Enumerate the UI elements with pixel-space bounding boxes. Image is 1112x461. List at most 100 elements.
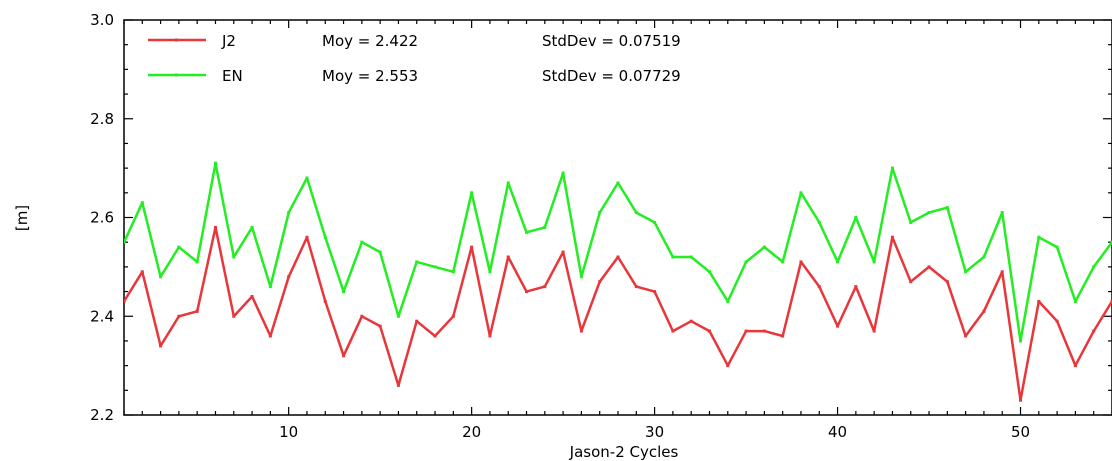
y-tick-label: 2.4 (90, 307, 114, 325)
data-point-en (1055, 245, 1059, 249)
data-point-j2 (488, 334, 492, 338)
data-point-j2 (543, 285, 547, 289)
data-point-en (598, 211, 602, 215)
y-axis-label: [m] (13, 205, 31, 231)
data-point-j2 (177, 314, 181, 318)
data-point-en (488, 270, 492, 274)
data-point-en (909, 220, 913, 224)
data-point-j2 (1055, 319, 1059, 323)
data-point-en (762, 245, 766, 249)
data-point-j2 (872, 329, 876, 333)
data-point-en (872, 260, 876, 264)
data-point-en (927, 211, 931, 215)
data-point-en (1000, 211, 1004, 215)
data-point-j2 (836, 324, 840, 328)
data-point-j2 (124, 299, 126, 303)
data-point-j2 (525, 290, 529, 294)
y-tick-label: 2.6 (90, 209, 114, 227)
data-point-j2 (561, 250, 565, 254)
data-point-en (195, 260, 199, 264)
x-tick-label: 30 (645, 423, 664, 441)
data-point-j2 (964, 334, 968, 338)
series-en (124, 161, 1112, 343)
data-point-en (1037, 235, 1041, 239)
data-point-j2 (396, 383, 400, 387)
series-layer (124, 161, 1112, 402)
data-point-en (817, 220, 821, 224)
x-tick-label: 20 (462, 423, 481, 441)
series-line-j2 (124, 226, 1112, 402)
data-point-j2 (360, 314, 364, 318)
legend-marker-j2 (175, 38, 178, 42)
data-point-j2 (470, 245, 474, 249)
series-line-en (124, 161, 1112, 343)
data-point-j2 (433, 334, 437, 338)
data-point-en (579, 275, 583, 279)
x-tick-label: 50 (1011, 423, 1030, 441)
data-point-j2 (140, 270, 144, 274)
data-point-en (836, 260, 840, 264)
data-point-en (124, 240, 126, 244)
data-point-en (653, 220, 657, 224)
data-point-en (506, 181, 510, 185)
data-point-en (799, 191, 803, 195)
data-point-j2 (1073, 364, 1077, 368)
data-point-j2 (159, 344, 163, 348)
data-point-en (634, 211, 638, 215)
data-point-j2 (762, 329, 766, 333)
data-point-j2 (634, 285, 638, 289)
series-j2 (124, 225, 1112, 402)
data-point-en (1092, 265, 1096, 269)
legend-entry-en: EN Moy = 2.553 StdDev = 0.07729 (148, 67, 681, 85)
data-point-en (305, 176, 309, 180)
data-point-j2 (817, 285, 821, 289)
data-point-j2 (268, 334, 272, 338)
y-tick-label: 2.2 (90, 406, 114, 424)
x-tick-label: 40 (828, 423, 847, 441)
legend-std-en: StdDev = 0.07729 (542, 67, 681, 85)
data-point-en (415, 260, 419, 264)
data-point-en (945, 206, 949, 210)
data-point-en (781, 260, 785, 264)
data-point-en (854, 216, 858, 219)
data-point-j2 (1092, 329, 1096, 333)
data-point-en (433, 265, 437, 269)
data-point-j2 (250, 295, 254, 298)
data-point-j2 (854, 285, 858, 289)
x-axis-label: Jason-2 Cycles (569, 443, 679, 461)
legend-entry-j2: J2 Moy = 2.422 StdDev = 0.07519 (148, 32, 681, 50)
legend-label-en: EN (222, 67, 243, 85)
data-point-en (342, 290, 346, 294)
data-point-j2 (1000, 270, 1004, 274)
data-point-en (726, 299, 730, 303)
data-point-j2 (799, 260, 803, 264)
legend-mean-j2: Moy = 2.422 (322, 32, 418, 50)
data-point-j2 (287, 275, 291, 279)
data-point-en (964, 270, 968, 274)
data-point-en (982, 255, 986, 259)
legend-label-j2: J2 (221, 32, 236, 50)
data-point-en (159, 275, 163, 279)
data-point-j2 (342, 354, 346, 358)
data-point-j2 (781, 334, 785, 338)
data-point-en (671, 255, 675, 259)
data-point-en (525, 230, 529, 234)
legend-std-j2: StdDev = 0.07519 (542, 32, 681, 50)
data-point-en (707, 270, 711, 274)
data-point-j2 (195, 309, 199, 313)
data-point-j2 (1110, 299, 1112, 303)
data-point-en (744, 260, 748, 264)
data-point-en (451, 270, 455, 274)
data-point-en (1073, 299, 1077, 303)
data-point-j2 (598, 280, 602, 284)
data-point-en (287, 211, 291, 215)
data-point-en (616, 181, 620, 185)
data-point-j2 (653, 290, 657, 294)
data-point-j2 (927, 265, 931, 269)
data-point-en (561, 171, 565, 175)
data-point-j2 (323, 299, 327, 303)
data-point-j2 (982, 309, 986, 313)
data-point-j2 (1037, 299, 1041, 303)
data-point-en (1110, 240, 1112, 244)
